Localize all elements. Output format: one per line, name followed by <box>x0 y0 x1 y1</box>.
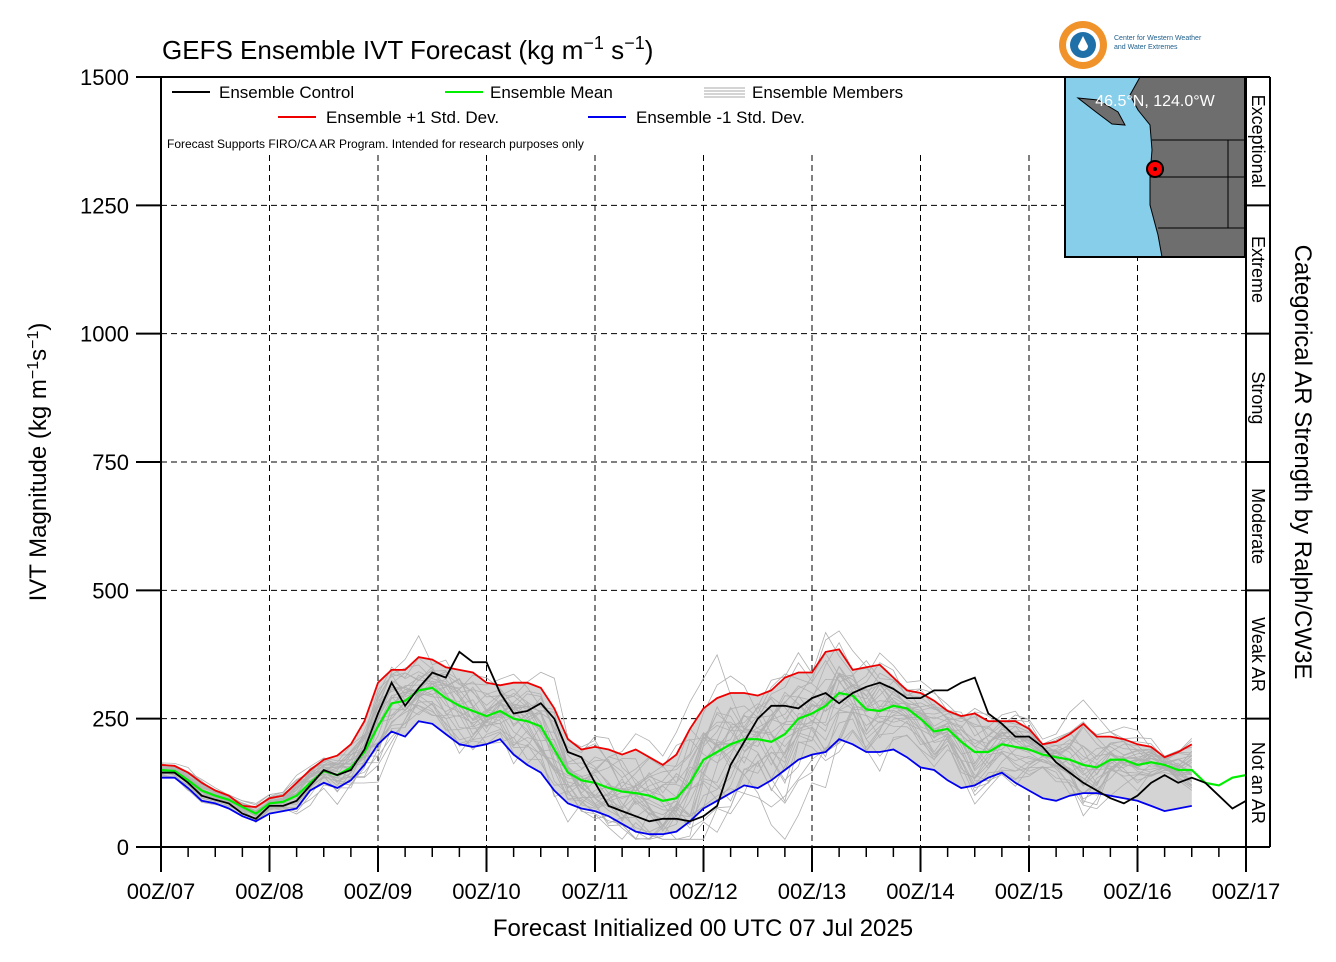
ensemble-member-line <box>160 653 1193 809</box>
ensemble-member-line <box>160 672 1192 827</box>
series-lines <box>160 648 1247 836</box>
category-label-5: Exceptional <box>1248 95 1268 188</box>
y-axis: 0 250 500 750 1000 1250 1500 <box>80 65 161 860</box>
legend-mean-label: Ensemble Mean <box>490 83 613 102</box>
logo-line1: Center for Western Weather <box>1114 35 1202 42</box>
category-axis: Not an AR Weak AR Moderate Strong Extreme Exc… <box>1246 76 1271 848</box>
gridlines <box>161 155 1246 847</box>
ensemble-member-line <box>160 682 1192 830</box>
x-tick-label-3: 00Z/10 <box>452 879 521 904</box>
y-tick-label-0: 0 <box>117 835 129 860</box>
cw3e-logo: Center for Western Weather and Water Ext… <box>1059 21 1202 69</box>
ensemble-member-line <box>160 682 1193 817</box>
legend: Ensemble Control Ensemble Mean Ensemble … <box>172 83 903 127</box>
x-tick-label-5: 00Z/12 <box>669 879 738 904</box>
legend-minus-sd-label: Ensemble -1 Std. Dev. <box>636 108 805 127</box>
legend-control-label: Ensemble Control <box>219 83 354 102</box>
series-ensemble-1-std-dev <box>161 720 1192 836</box>
category-label-4: Extreme <box>1248 236 1268 303</box>
map-frame <box>1064 76 1246 258</box>
x-tick-label-9: 00Z/16 <box>1103 879 1172 904</box>
y-tick-label-1000: 1000 <box>80 322 129 347</box>
category-label-0: Not an AR <box>1248 742 1268 824</box>
y-tick-label-1500: 1500 <box>80 65 129 90</box>
x-tick-label-2: 00Z/09 <box>344 879 413 904</box>
ensemble-member-line <box>160 631 1192 814</box>
ensemble-member-line <box>160 674 1192 829</box>
water-drop-icon <box>1078 36 1088 51</box>
x-tick-label-7: 00Z/14 <box>886 879 955 904</box>
x-tick-label-8: 00Z/15 <box>995 879 1064 904</box>
y-tick-label-250: 250 <box>92 707 129 732</box>
legend-members-swatch <box>704 87 745 98</box>
ensemble-member-line <box>160 679 1193 815</box>
y-tick-label-500: 500 <box>92 578 129 603</box>
disclaimer-note: Forecast Supports FIRO/CA AR Program. In… <box>167 137 584 151</box>
ensemble-member-line <box>160 672 1193 832</box>
x-tick-label-10: 00Z/17 <box>1212 879 1281 904</box>
x-tick-label-1: 00Z/08 <box>235 879 304 904</box>
chart-title: GEFS Ensemble IVT Forecast (kg m−1 s−1) <box>162 33 653 65</box>
category-axis-title: Categorical AR Strength by Ralph/CW3E <box>1289 245 1316 680</box>
y-axis-title: IVT Magnitude (kg m−1s−1) <box>25 323 53 602</box>
map-location-label: 46.5°N, 124.0°W <box>1095 93 1215 110</box>
x-tick-label-4: 00Z/11 <box>562 879 629 904</box>
ensemble-member-line <box>160 672 1192 840</box>
location-marker-dot <box>1153 167 1157 171</box>
logo-line2: and Water Extremes <box>1114 44 1178 51</box>
category-label-2: Moderate <box>1248 488 1268 564</box>
map-island <box>1076 97 1126 126</box>
x-axis-title: Forecast Initialized 00 UTC 07 Jul 2025 <box>493 915 913 942</box>
ensemble-member-line <box>160 678 1193 840</box>
legend-plus-sd-label: Ensemble +1 Std. Dev. <box>326 108 499 127</box>
ensemble-members <box>160 630 1193 840</box>
category-label-1: Weak AR <box>1248 617 1268 692</box>
series-ensemble-1-std-dev <box>160 648 1193 808</box>
category-label-3: Strong <box>1248 371 1268 424</box>
y-tick-label-1250: 1250 <box>80 193 129 218</box>
x-tick-label-0: 00Z/07 <box>127 879 196 904</box>
series-ensemble-control <box>161 650 1247 823</box>
legend-members-label: Ensemble Members <box>752 83 903 102</box>
y-tick-label-750: 750 <box>92 450 129 475</box>
x-axis: 00Z/07 00Z/08 00Z/09 00Z/10 00Z/11 00Z/12 00Z/… <box>127 847 1281 904</box>
x-tick-label-6: 00Z/13 <box>778 879 847 904</box>
inset-map: 46.5°N, 124.0°W <box>1064 76 1246 258</box>
